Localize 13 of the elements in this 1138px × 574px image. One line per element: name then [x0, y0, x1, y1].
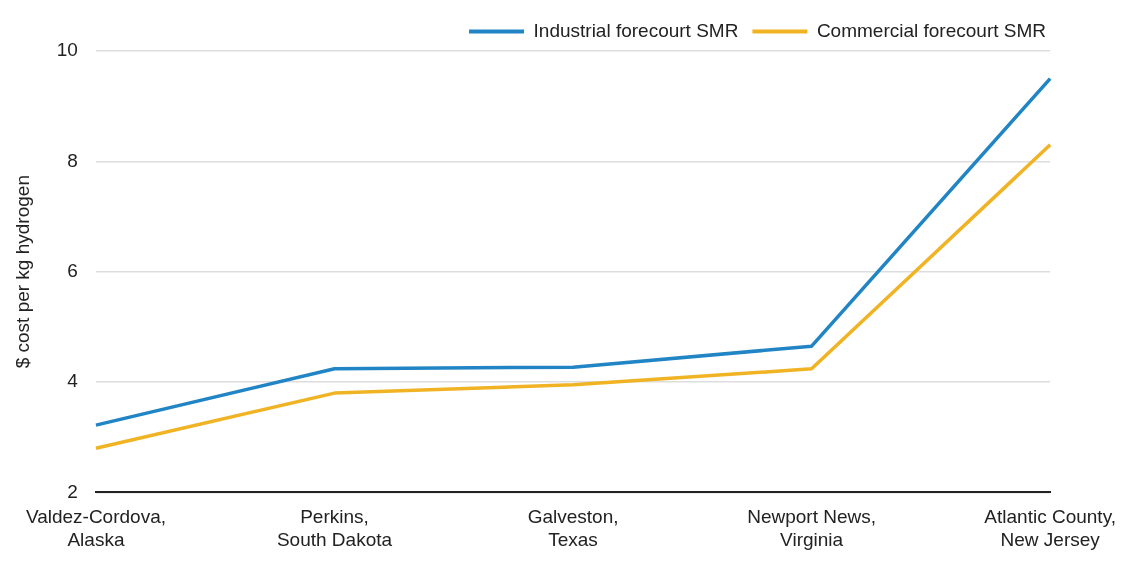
x-tick-label: Galveston, Texas: [527, 506, 619, 550]
x-tick-label: Newport News, Virginia: [747, 506, 877, 550]
x-tick-label: Perkins, South Dakota: [276, 506, 393, 550]
y-tick-label: 8: [67, 149, 78, 171]
y-tick-label: 4: [67, 370, 79, 392]
y-axis-title: $ cost per kg hydrogen: [11, 175, 33, 369]
y-tick-label: 10: [56, 39, 78, 61]
legend-label: Industrial forecourt SMR: [533, 19, 739, 41]
y-tick-label: 2: [67, 480, 78, 502]
y-tick-label: 6: [67, 259, 78, 281]
x-tick-label: Atlantic County, New Jersey: [984, 506, 1116, 550]
x-tick-label: Valdez-Cordova, Alaska: [25, 506, 166, 550]
legend-label: Commercial forecourt SMR: [816, 19, 1047, 41]
